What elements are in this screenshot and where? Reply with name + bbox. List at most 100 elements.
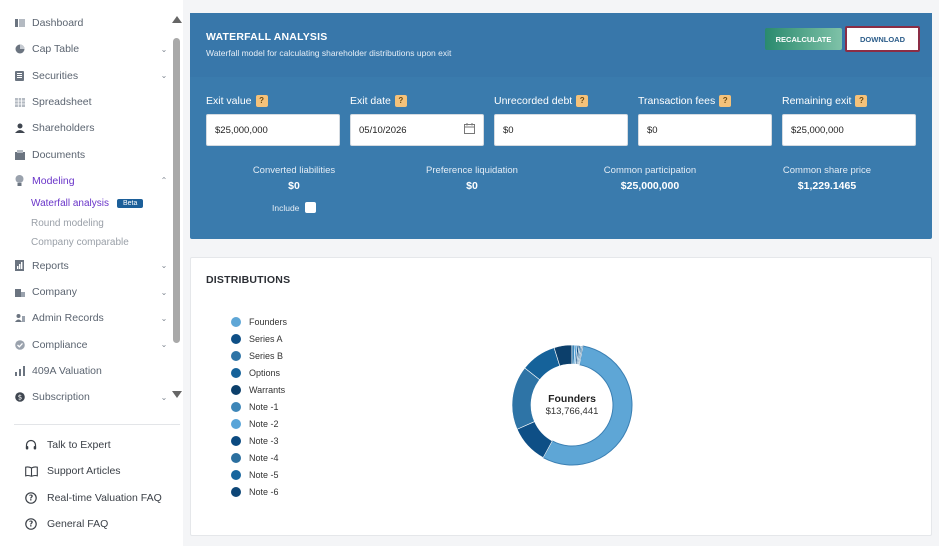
support-articles-link[interactable]: Support Articles [24,458,162,484]
include-label: Include [272,202,300,213]
legend-dot-icon [231,367,241,378]
converted-liabilities-stat: Converted liabilities $0 [252,165,336,192]
sidebar-item-documents[interactable]: Documents [0,141,172,167]
legend-item[interactable]: Note -3 [231,432,287,449]
exit-date-field: Exit date? 05/10/2026 [350,93,484,146]
chevron-down-icon[interactable]: ⌄ [160,340,168,350]
help-question-icon[interactable]: ? [394,94,407,107]
legend-item[interactable]: Note -5 [231,466,287,483]
transaction-fees-label: Transaction fees [638,94,716,107]
sidebar-item-label: Subscription [32,391,90,404]
waterfall-panel: WATERFALL ANALYSIS Waterfall model for c… [190,13,932,239]
legend-dot-icon [231,486,241,497]
sidebar-item-label: Admin Records [32,312,104,325]
chevron-down-icon[interactable]: ⌄ [160,261,168,271]
admin-records-icon [14,313,25,324]
include-checkbox[interactable] [305,202,317,213]
calendar-icon[interactable] [464,123,475,137]
realtime-valuation-faq-link[interactable]: ? Real-time Valuation FAQ [24,485,162,511]
legend-label: Note -4 [249,452,279,463]
sidebar-subitem-company-comparable[interactable]: Company comparable [0,233,172,253]
talk-to-expert-link[interactable]: Talk to Expert [24,432,162,458]
compliance-icon [14,339,25,350]
sidebar-item-label: Documents [32,148,86,161]
help-question-icon[interactable]: ? [255,94,268,107]
sidebar-item-409a-valuation[interactable]: 409A Valuation [0,358,172,384]
common-participation-stat: Common participation $25,000,000 [603,165,697,192]
unrecorded-debt-field: Unrecorded debt? $0 [494,93,628,146]
help-item-label: Talk to Expert [47,439,111,452]
legend-item[interactable]: Warrants [231,381,287,398]
legend-label: Warrants [249,384,286,395]
scroll-up-arrow-icon[interactable] [172,16,182,23]
exit-value-input[interactable]: $25,000,000 [206,114,340,146]
sidebar-item-label: Compliance [32,338,88,351]
sidebar: Dashboard Cap Table ⌄ Securities ⌄ Sprea… [0,0,183,546]
chart-legend: Founders Series A Series B Options Warrants N… [231,313,287,500]
chevron-up-icon[interactable]: ⌃ [160,176,168,186]
sidebar-item-compliance[interactable]: Compliance ⌄ [0,331,172,357]
include-toggle: Include [272,202,317,213]
sidebar-scrollbar[interactable] [172,14,182,404]
sidebar-item-dashboard[interactable]: Dashboard [0,10,172,36]
exit-date-input[interactable]: 05/10/2026 [350,114,484,146]
legend-dot-icon [231,401,241,412]
download-button[interactable]: DOWNLOAD [845,26,920,52]
general-faq-link[interactable]: ? General FAQ [24,511,162,537]
help-item-label: Real-time Valuation FAQ [47,491,162,504]
scroll-down-arrow-icon[interactable] [172,391,182,398]
sidebar-item-shareholders[interactable]: Shareholders [0,115,172,141]
sidebar-item-company[interactable]: Company ⌄ [0,279,172,305]
sidebar-item-subscription[interactable]: $ Subscription ⌄ [0,384,172,410]
help-item-label: Support Articles [47,465,121,478]
headset-icon [24,438,38,452]
sidebar-subitem-round-modeling[interactable]: Round modeling [0,214,172,234]
legend-label: Note -5 [249,469,279,480]
legend-item[interactable]: Series B [231,347,287,364]
sidebar-item-reports[interactable]: Reports ⌄ [0,253,172,279]
sidebar-item-modeling[interactable]: Modeling ⌃ [0,168,172,194]
legend-item[interactable]: Note -6 [231,483,287,500]
legend-item[interactable]: Founders [231,313,287,330]
legend-item[interactable]: Series A [231,330,287,347]
unrecorded-debt-input[interactable]: $0 [494,114,628,146]
legend-item[interactable]: Note -1 [231,398,287,415]
sidebar-item-cap-table[interactable]: Cap Table ⌄ [0,36,172,62]
sidebar-item-admin-records[interactable]: Admin Records ⌄ [0,305,172,331]
legend-item[interactable]: Note -2 [231,415,287,432]
sidebar-subitem-waterfall-analysis[interactable]: Waterfall analysis Beta [0,194,172,214]
legend-item[interactable]: Note -4 [231,449,287,466]
sidebar-item-label: Dashboard [32,17,84,30]
question-circle-icon: ? [24,491,38,505]
legend-label: Note -2 [249,418,279,429]
chevron-down-icon[interactable]: ⌄ [160,392,168,402]
sidebar-item-spreadsheet[interactable]: Spreadsheet [0,89,172,115]
svg-text:$: $ [17,394,21,402]
legend-item[interactable]: Options [231,364,287,381]
help-question-icon[interactable]: ? [719,94,732,107]
scroll-thumb[interactable] [173,38,180,343]
chevron-down-icon[interactable]: ⌄ [160,287,168,297]
sidebar-item-label: Spreadsheet [32,96,92,109]
help-item-label: General FAQ [47,518,109,531]
legend-label: Options [249,367,281,378]
lightbulb-icon [14,175,25,187]
legend-dot-icon [231,333,241,344]
sidebar-divider [14,424,180,425]
sidebar-item-label: Cap Table [32,43,80,56]
help-question-icon[interactable]: ? [855,94,868,107]
donut-slice-note-6[interactable] [578,345,584,366]
donut-center-name: Founders [548,393,596,405]
chevron-down-icon[interactable]: ⌄ [160,44,168,54]
chevron-down-icon[interactable]: ⌄ [160,71,168,81]
subscription-icon: $ [14,392,25,403]
remaining-exit-input[interactable]: $25,000,000 [782,114,916,146]
transaction-fees-input[interactable]: $0 [638,114,772,146]
company-icon [14,287,25,298]
sidebar-item-securities[interactable]: Securities ⌄ [0,63,172,89]
chevron-down-icon[interactable]: ⌄ [160,313,168,323]
help-question-icon[interactable]: ? [576,94,589,107]
recalculate-button[interactable]: RECALCULATE [765,28,842,50]
donut-slice-founders[interactable] [542,345,633,466]
beta-badge: Beta [117,199,144,209]
